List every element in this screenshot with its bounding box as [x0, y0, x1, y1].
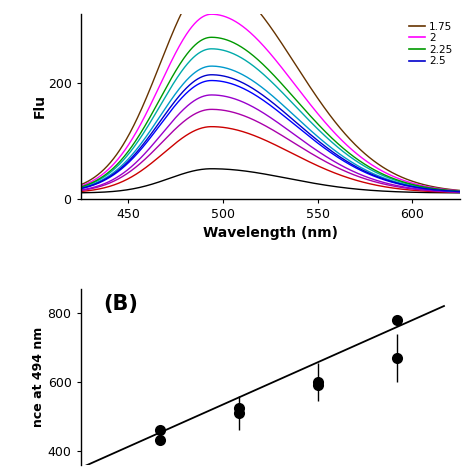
Legend: 1.75, 2, 2.25, 2.5: 1.75, 2, 2.25, 2.5 — [407, 19, 455, 68]
Y-axis label: nce at 494 nm: nce at 494 nm — [32, 327, 45, 427]
Text: (B): (B) — [103, 294, 138, 314]
X-axis label: Wavelength (nm): Wavelength (nm) — [203, 226, 337, 240]
Y-axis label: Flu: Flu — [32, 94, 46, 118]
